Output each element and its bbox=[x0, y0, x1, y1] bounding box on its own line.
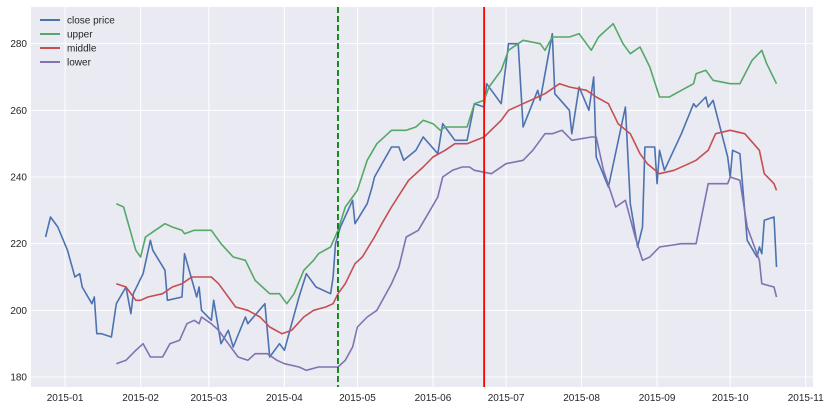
y-tick-label: 260 bbox=[10, 106, 27, 117]
plot-background bbox=[31, 7, 813, 387]
x-tick-label: 2015-03 bbox=[190, 393, 227, 404]
legend-label: lower bbox=[67, 58, 92, 69]
x-tick-label: 2015-05 bbox=[339, 393, 376, 404]
x-tick-label: 2015-07 bbox=[488, 393, 525, 404]
series-line-close-price bbox=[44, 32, 778, 358]
vertical-markers bbox=[337, 7, 486, 387]
y-tick-label: 220 bbox=[10, 239, 27, 250]
x-tick-label: 2015-10 bbox=[712, 393, 749, 404]
x-tick-label: 2015-06 bbox=[415, 393, 452, 404]
x-tick-label: 2015-01 bbox=[47, 393, 84, 404]
legend-label: upper bbox=[67, 30, 93, 41]
x-tick-label: 2015-08 bbox=[563, 393, 600, 404]
y-tick-label: 240 bbox=[10, 173, 27, 184]
x-tick-label: 2015-02 bbox=[122, 393, 159, 404]
x-tick-label: 2015-09 bbox=[639, 393, 676, 404]
y-tick-label: 280 bbox=[10, 39, 27, 50]
y-tick-label: 180 bbox=[10, 373, 27, 384]
series-line-middle bbox=[116, 82, 778, 335]
x-tick-label: 2015-11 bbox=[788, 393, 824, 404]
grid bbox=[31, 7, 813, 387]
legend: close price upper middle lower bbox=[40, 16, 115, 69]
legend-label: close price bbox=[67, 16, 115, 27]
y-tick-label: 200 bbox=[10, 306, 27, 317]
legend-label: middle bbox=[67, 44, 97, 55]
series-line-lower bbox=[116, 129, 778, 372]
series-line-upper bbox=[115, 22, 778, 305]
tick-labels: 180 200 220 240 260 280 2015-01 2015-02 2015-03 2… bbox=[10, 39, 824, 404]
series-lines bbox=[44, 22, 778, 372]
x-tick-label: 2015-04 bbox=[266, 393, 303, 404]
